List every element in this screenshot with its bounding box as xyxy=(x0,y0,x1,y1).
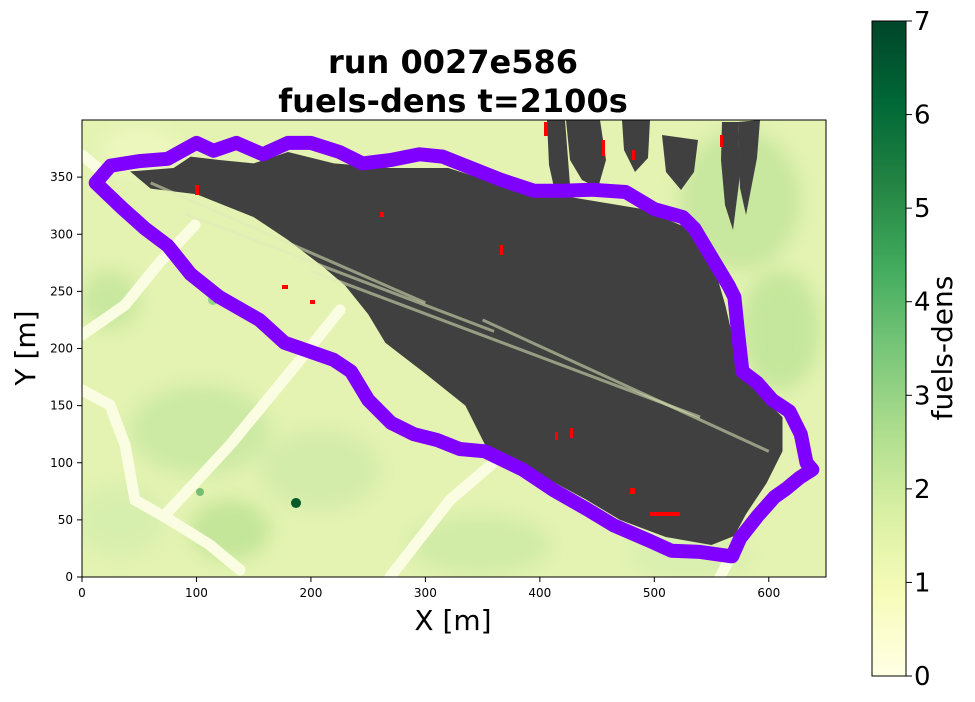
colorbar-tick-label: 7 xyxy=(914,7,931,37)
x-tick-label: 400 xyxy=(528,586,551,600)
fire-front xyxy=(195,122,723,516)
x-tick-label: 0 xyxy=(78,586,86,600)
y-tick-label: 100 xyxy=(50,456,73,470)
colorbar-tick-label: 6 xyxy=(914,101,931,131)
y-tick-label: 50 xyxy=(58,513,73,527)
burned-trail xyxy=(310,269,701,419)
dense-spot xyxy=(196,488,204,496)
x-tick-label: 200 xyxy=(299,586,322,600)
plot-area xyxy=(82,120,826,577)
chart-title-line2: fuels-dens t=2100s xyxy=(278,82,628,120)
burned-trail xyxy=(184,212,495,333)
burned-trail xyxy=(481,318,770,453)
chart-title-line1: run 0027e586 xyxy=(328,43,578,81)
burned-region xyxy=(130,152,783,545)
fire-perimeter xyxy=(88,135,820,564)
y-tick-label: 250 xyxy=(50,284,73,298)
high-density-spot xyxy=(291,498,301,508)
colorbar-tick-label: 2 xyxy=(914,475,931,505)
x-axis-label: X [m] xyxy=(414,604,491,637)
colorbar-tick-label: 0 xyxy=(914,662,931,692)
y-tick-label: 350 xyxy=(50,170,73,184)
x-tick-label: 100 xyxy=(185,586,208,600)
x-axis: 0 100 200 300 400 500 600 xyxy=(78,577,780,600)
x-tick-label: 500 xyxy=(643,586,666,600)
colorbar-ticks: 0 1 2 3 4 5 6 7 xyxy=(906,7,931,692)
y-tick-label: 200 xyxy=(50,342,73,356)
colorbar-label: fuels-dens xyxy=(926,276,959,421)
burned-area xyxy=(130,152,783,545)
colorbar-tick-label: 5 xyxy=(914,194,931,224)
burned-trail xyxy=(150,181,426,305)
burned-streaks xyxy=(547,120,760,230)
y-axis-label: Y [m] xyxy=(9,310,42,386)
x-tick-label: 300 xyxy=(414,586,437,600)
x-tick-label: 600 xyxy=(757,586,780,600)
colorbar-tick-label: 4 xyxy=(914,288,931,318)
colorbar xyxy=(871,20,907,677)
y-tick-label: 300 xyxy=(50,227,73,241)
y-axis: 0 50 100 150 200 250 300 350 xyxy=(50,170,82,584)
y-tick-label: 150 xyxy=(50,399,73,413)
colorbar-tick-label: 1 xyxy=(914,568,931,598)
colorbar-tick-label: 3 xyxy=(914,381,931,411)
perimeter-line xyxy=(88,135,820,564)
y-tick-label: 0 xyxy=(65,570,73,584)
